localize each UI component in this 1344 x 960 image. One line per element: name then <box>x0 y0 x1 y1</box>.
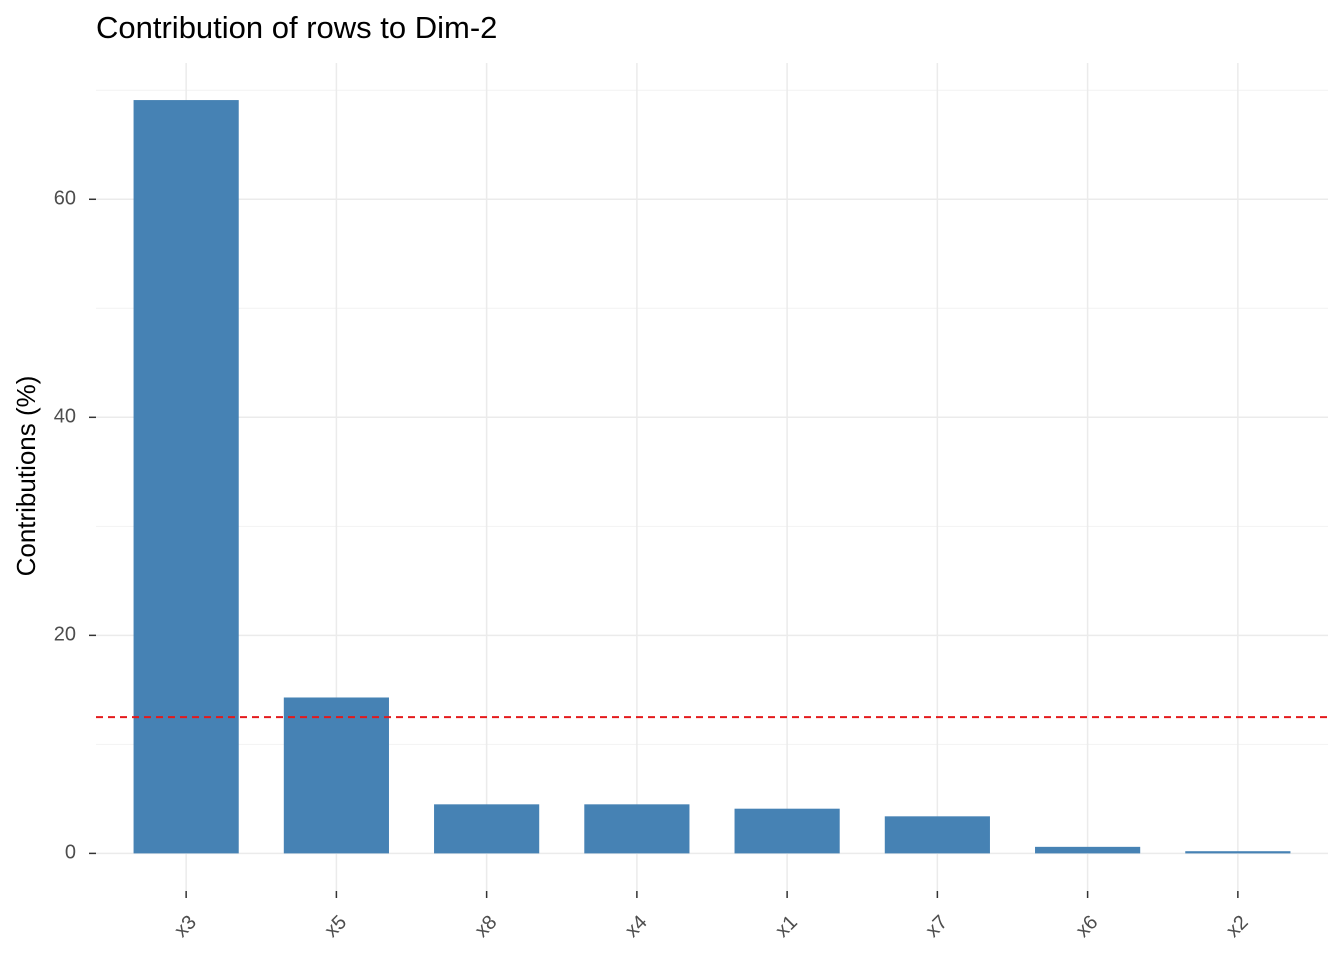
bar <box>584 804 690 854</box>
y-tick-label: 20 <box>54 624 76 646</box>
x-tick-label: x4 <box>621 911 651 941</box>
bar <box>434 804 540 854</box>
bar <box>133 100 239 854</box>
y-tick-label: 40 <box>54 406 76 428</box>
y-tick-label: 60 <box>54 188 76 210</box>
bar <box>734 808 840 854</box>
bar <box>1185 851 1291 854</box>
x-tick-label: x5 <box>321 911 351 941</box>
y-axis-label: Contributions (%) <box>11 376 41 577</box>
bar <box>283 697 389 854</box>
x-tick-label: x1 <box>771 911 801 941</box>
x-tick-label: x6 <box>1072 911 1102 941</box>
chart-title: Contribution of rows to Dim-2 <box>96 10 497 45</box>
x-tick-label: x8 <box>471 911 501 941</box>
bar <box>1035 846 1141 854</box>
x-tick-label: x7 <box>922 911 952 941</box>
y-tick-label: 0 <box>65 842 76 864</box>
x-tick-label: x2 <box>1222 911 1252 941</box>
x-tick-label: x3 <box>170 911 200 941</box>
bar <box>884 816 990 854</box>
